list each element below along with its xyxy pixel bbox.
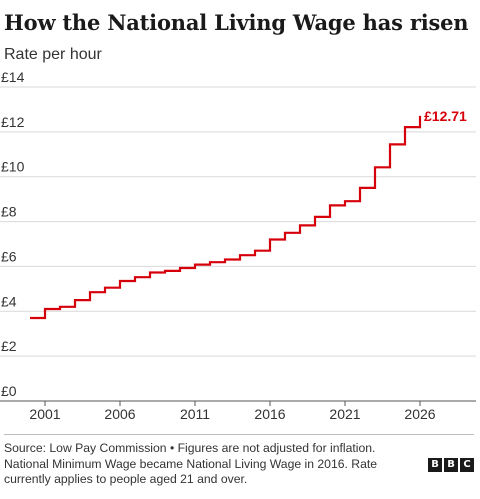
x-tick-label: 2001 xyxy=(29,406,60,422)
bbc-logo: B B C xyxy=(428,458,474,472)
end-value-label-group: £12.71 xyxy=(424,108,467,124)
footer: Source: Low Pay Commission • Figures are… xyxy=(4,441,474,488)
x-tick-label: 2011 xyxy=(180,406,210,422)
y-tick-label: £12 xyxy=(1,114,25,130)
chart-subtitle: Rate per hour xyxy=(4,46,102,63)
national-living-wage-step-line xyxy=(30,115,422,320)
y-tick-label: £0 xyxy=(1,383,17,399)
bbc-logo-letter: C xyxy=(460,458,474,472)
bbc-logo-letter: B xyxy=(428,458,442,472)
x-tick-label: 2026 xyxy=(404,406,435,422)
definition-note-line-2: currently applies to people aged 21 and … xyxy=(4,472,248,486)
y-tick-label: £6 xyxy=(1,248,17,264)
x-tick-label: 2016 xyxy=(254,406,285,422)
footer-divider xyxy=(4,434,474,435)
y-tick-label: £14 xyxy=(1,69,25,85)
x-tick-label: 2006 xyxy=(104,406,135,422)
source-note: Source: Low Pay Commission • Figures are… xyxy=(4,441,376,455)
definition-note-line-1: National Minimum Wage became National Li… xyxy=(4,456,378,471)
chart-title: How the National Living Wage has risen xyxy=(4,10,469,35)
series-line xyxy=(30,115,422,320)
y-tick-label: £2 xyxy=(1,338,17,354)
end-value-label: £12.71 xyxy=(424,108,467,124)
y-tick-label: £4 xyxy=(1,293,17,309)
x-tick-label: 2021 xyxy=(329,406,360,422)
line-chart: £0 £2 £4 £6 £8 £10 £12 £14 2001 2006 2011 2016 2021… xyxy=(0,69,476,422)
y-tick-label: £10 xyxy=(1,159,25,175)
bbc-logo-letter: B xyxy=(444,458,458,472)
gridlines xyxy=(0,86,476,402)
y-axis-tick-labels: £0 £2 £4 £6 £8 £10 £12 £14 xyxy=(1,69,25,399)
x-axis-ticks: 2001 2006 2011 2016 2021 2026 xyxy=(29,401,436,422)
y-tick-label: £8 xyxy=(1,204,17,220)
